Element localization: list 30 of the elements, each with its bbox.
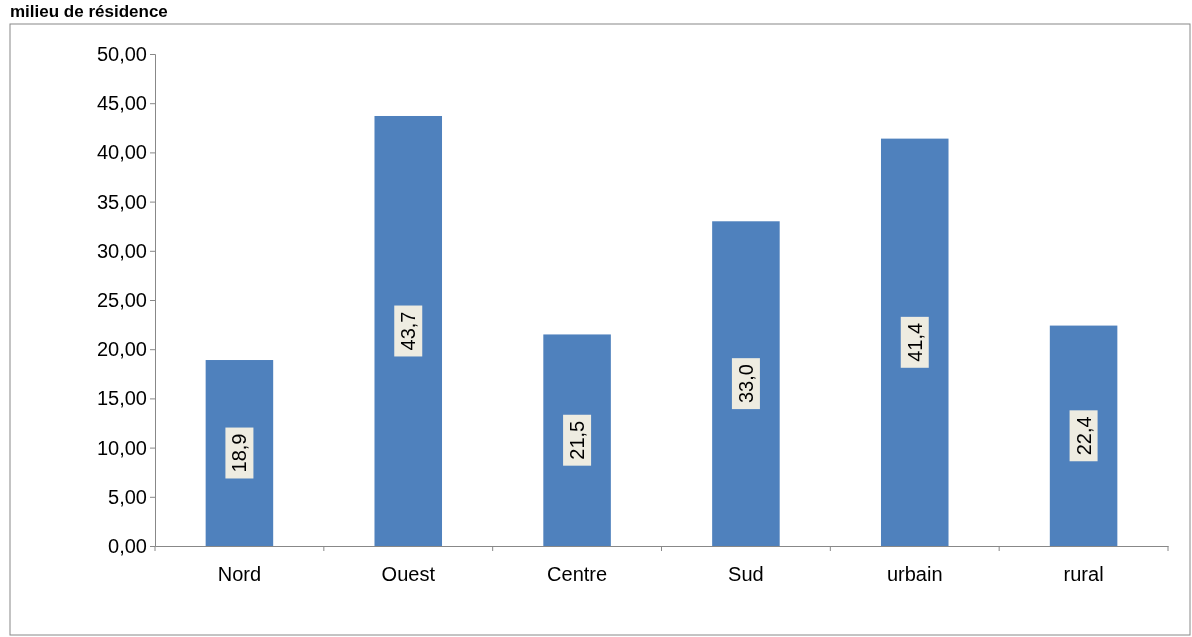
y-tick-label: 25,00 xyxy=(96,288,147,311)
x-tick-label: Centre xyxy=(547,563,608,585)
y-tick-label: 0,00 xyxy=(108,534,147,557)
y-tick-label: 50,00 xyxy=(96,42,147,65)
data-label: 22,4 xyxy=(1072,416,1095,456)
y-tick-label: 10,00 xyxy=(96,436,147,459)
bar xyxy=(543,334,611,546)
x-tick-label: Sud xyxy=(728,563,764,585)
bar xyxy=(205,360,274,546)
y-tick-label: 20,00 xyxy=(96,338,147,361)
x-tick-label: Nord xyxy=(217,563,262,585)
bar xyxy=(880,138,949,546)
chart-title: milieu de résidence xyxy=(10,2,168,21)
y-tick-label: 45,00 xyxy=(96,92,147,115)
y-tick-label: 40,00 xyxy=(96,141,147,164)
x-tick-label: urbain xyxy=(886,563,943,585)
data-label: 21,5 xyxy=(566,420,589,460)
data-label: 41,4 xyxy=(903,322,926,362)
x-tick-label: Ouest xyxy=(381,563,436,585)
bar xyxy=(374,115,443,546)
x-tick-label: rural xyxy=(1063,563,1104,585)
bar xyxy=(1049,325,1118,546)
y-tick-label: 35,00 xyxy=(96,190,147,213)
bar xyxy=(712,221,780,546)
y-tick-label: 15,00 xyxy=(96,387,147,410)
data-label: 33,0 xyxy=(734,364,757,404)
y-tick-label: 30,00 xyxy=(96,239,147,262)
data-label: 18,9 xyxy=(228,433,251,473)
data-label: 43,7 xyxy=(397,311,420,351)
y-tick-label: 5,00 xyxy=(108,485,147,508)
